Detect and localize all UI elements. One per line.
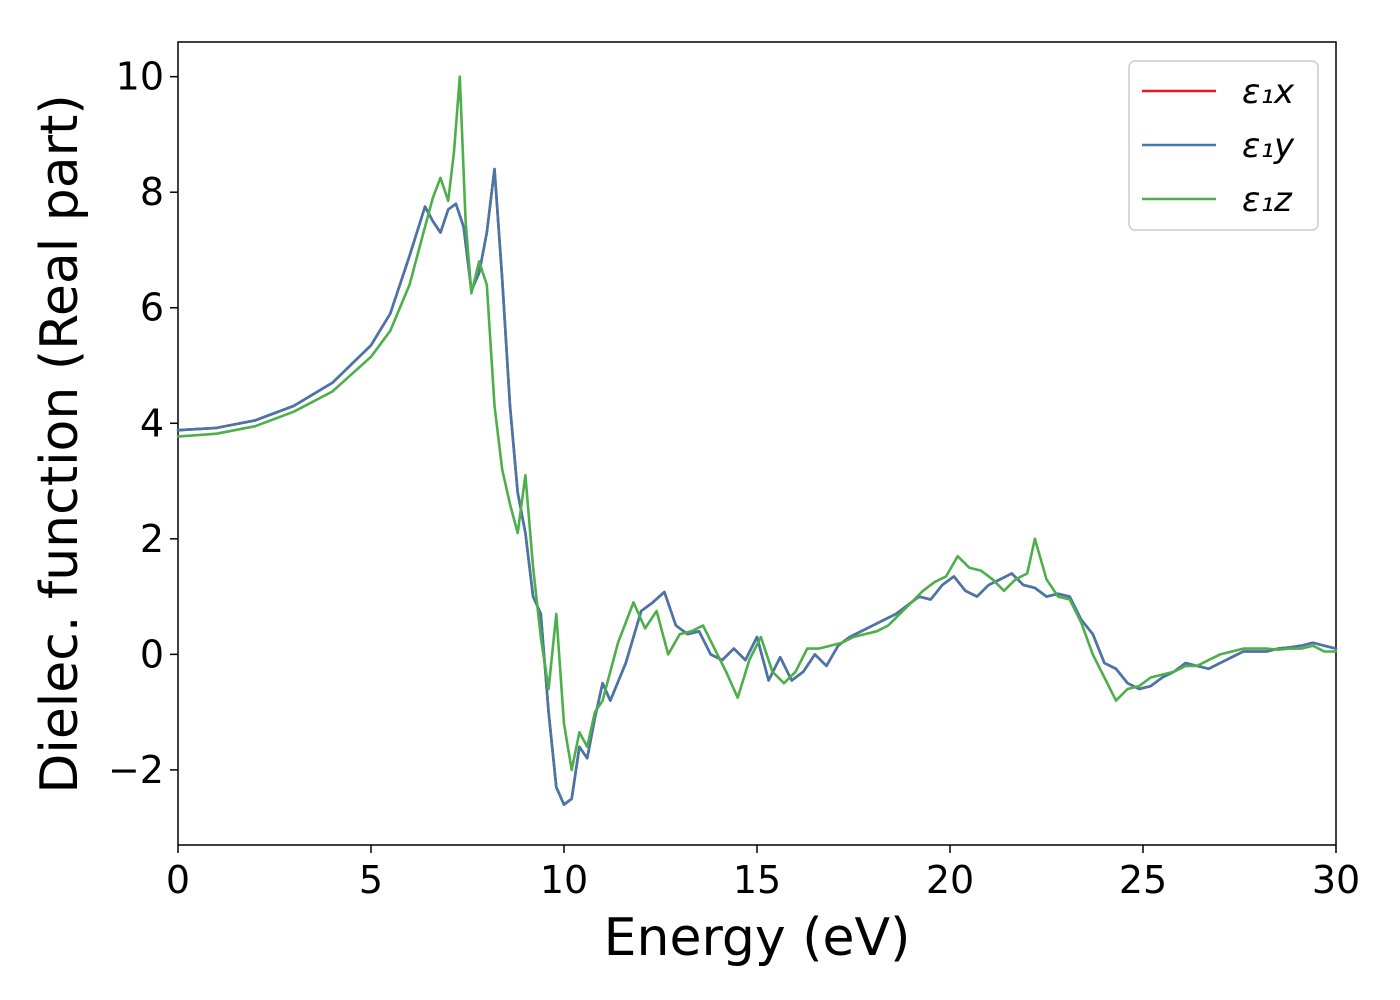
y-tick-label: 4 (140, 401, 164, 445)
legend: ε₁x ε₁y ε₁z (1128, 60, 1319, 231)
x-tick-label: 25 (1119, 858, 1167, 902)
x-tick-label: 15 (733, 858, 781, 902)
legend-label: ε₁x (1242, 72, 1295, 112)
x-tick-label: 10 (540, 858, 588, 902)
x-tick-label: 0 (166, 858, 190, 902)
y-tick-label: 8 (140, 170, 164, 214)
x-tick-label: 20 (926, 858, 974, 902)
series-line-1 (176, 167, 1338, 806)
series-layer (176, 75, 1338, 806)
legend-label: ε₁y (1242, 126, 1295, 166)
x-tick-label: 30 (1312, 858, 1360, 902)
legend-box (1128, 60, 1319, 231)
y-tick-label: 6 (140, 286, 164, 330)
y-tick-label: −2 (108, 748, 164, 792)
ticks-layer: 0 5 10 15 20 25 30 −2 0 2 4 6 8 10 (108, 55, 1360, 902)
y-axis-title: Dielec. function (Real part) (30, 94, 90, 793)
y-tick-label: 2 (140, 517, 164, 561)
x-tick-label: 5 (359, 858, 383, 902)
legend-items: ε₁x ε₁y ε₁z (1142, 72, 1295, 220)
x-axis-title: Energy (eV) (604, 908, 911, 968)
y-tick-label: 10 (116, 55, 164, 99)
series-line-2 (176, 167, 1338, 806)
series-line-3 (176, 75, 1338, 772)
legend-label: ε₁z (1242, 180, 1293, 220)
y-tick-label: 0 (140, 632, 164, 676)
